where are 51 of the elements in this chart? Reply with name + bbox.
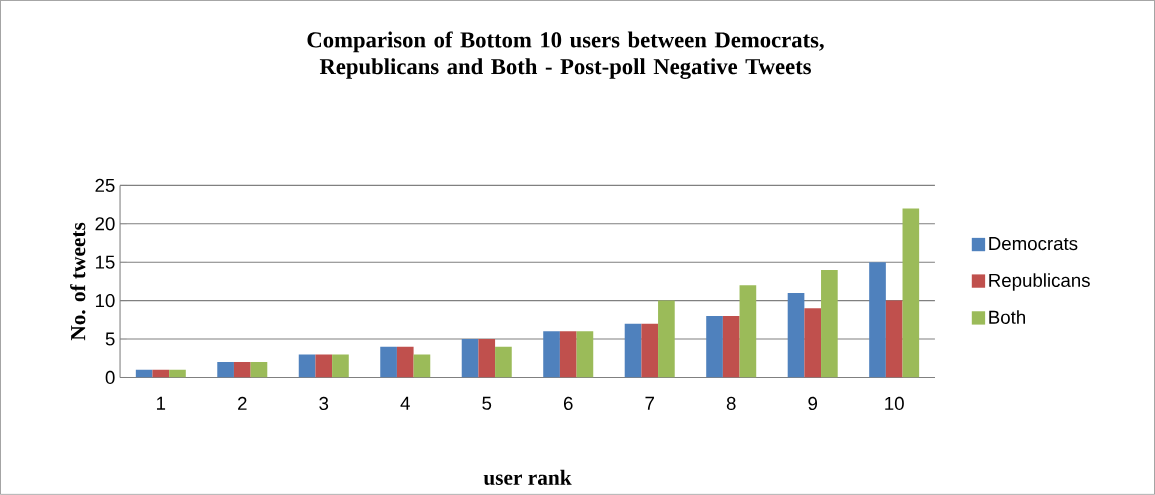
chart-title: Comparison of Bottom 10 users between Democrats, Republicans and Both - Post-poll Negative Tweets (307, 31, 824, 80)
bar (332, 354, 349, 378)
bar (478, 339, 496, 378)
x-tick-label: 2 (238, 396, 247, 410)
legend-label: Republicans (989, 273, 1090, 291)
legend-label: Both (989, 310, 1026, 324)
bar (233, 362, 251, 378)
y-tick-label: 10 (95, 294, 115, 308)
x-tick-label: 10 (885, 396, 904, 411)
bar (739, 285, 757, 378)
bar (380, 346, 397, 378)
x-tick-label: 8 (726, 396, 736, 411)
legend-label: Democrats (989, 237, 1078, 251)
bar (821, 269, 838, 378)
bar (169, 369, 186, 378)
x-tick-label: 7 (645, 396, 654, 410)
bar (658, 300, 675, 378)
bar (461, 339, 479, 378)
x-tick-label: 5 (482, 396, 492, 410)
x-tick-label: 9 (808, 396, 818, 411)
y-tick-label: 25 (95, 178, 115, 193)
bar (396, 346, 414, 378)
bar (315, 354, 333, 378)
x-tick-label: 3 (319, 396, 329, 411)
y-tick-label: 20 (95, 217, 115, 231)
y-axis-title: No. of tweets (70, 222, 86, 341)
bar (885, 300, 903, 378)
bar (298, 354, 316, 378)
bar (152, 369, 170, 378)
x-tick-label: 4 (400, 396, 410, 410)
bar (869, 262, 886, 378)
bar (787, 293, 805, 378)
bar (217, 362, 234, 378)
bar (804, 308, 822, 378)
bar (902, 208, 920, 378)
bar (722, 316, 740, 378)
bar (641, 323, 659, 378)
bar (624, 323, 642, 378)
y-tick-label: 5 (105, 332, 115, 346)
x-tick-label: 6 (563, 396, 573, 411)
bar (576, 331, 594, 378)
y-tick-label: 15 (95, 255, 115, 269)
bar (250, 362, 268, 378)
bar (413, 354, 431, 378)
bar (495, 346, 512, 378)
x-axis-title: user rank (483, 469, 572, 486)
x-tick-label: 1 (157, 396, 166, 410)
bar (706, 316, 723, 378)
bar (543, 331, 560, 378)
bar (559, 331, 577, 378)
y-tick-label: 0 (105, 370, 115, 385)
